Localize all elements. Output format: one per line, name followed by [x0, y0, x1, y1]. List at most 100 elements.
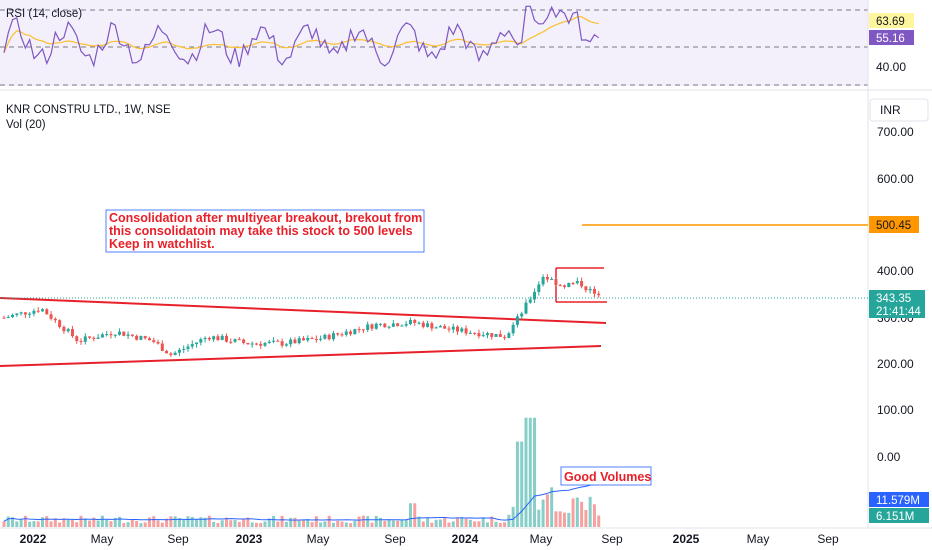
- volume-bar: [494, 521, 498, 527]
- candle-body: [23, 312, 27, 315]
- candle-body: [580, 281, 584, 287]
- volume-bar: [66, 519, 70, 527]
- annotation-line-3: Keep in watchlist.: [109, 237, 215, 251]
- candle-body: [280, 341, 284, 346]
- candle-body: [447, 328, 451, 330]
- volume-bar: [562, 512, 566, 527]
- volume-bar: [575, 497, 579, 527]
- candle-body: [126, 334, 130, 336]
- price-tick-label: 700.00: [877, 125, 914, 139]
- candle-body: [53, 318, 57, 321]
- candle-body: [520, 313, 524, 317]
- vol-ma-badge-label: 11.579M: [876, 495, 920, 507]
- price-panel[interactable]: KNR CONSTRU LTD., 1W, NSE Vol (20) INR: [0, 98, 929, 527]
- candle-body: [297, 338, 301, 344]
- volume-bar: [2, 521, 6, 527]
- volume-ma-line: [3, 484, 599, 522]
- rsi-ma-badge: [869, 13, 914, 28]
- volume-bar: [374, 515, 378, 527]
- candle-body: [267, 341, 271, 344]
- volume-bar: [32, 521, 36, 527]
- candle-body: [135, 335, 139, 340]
- annotation-box[interactable]: Consolidation after multiyear breakout, …: [105, 209, 425, 253]
- volume-bar: [533, 417, 537, 527]
- candle-body: [370, 324, 374, 329]
- volume-bar: [165, 518, 169, 527]
- candle-body: [242, 339, 246, 343]
- volume-bar: [28, 521, 32, 527]
- volume-bar: [327, 515, 331, 527]
- candle-body: [28, 313, 32, 315]
- volume-bar: [387, 519, 391, 527]
- candle-body: [592, 288, 596, 294]
- candle-body: [408, 319, 412, 324]
- volume-bar: [524, 417, 528, 527]
- volume-bar: [438, 519, 442, 527]
- candle-body: [122, 331, 126, 336]
- candle-body: [434, 327, 438, 329]
- candle-body: [100, 334, 104, 338]
- candle-body: [147, 338, 151, 341]
- volume-bar: [331, 522, 335, 527]
- candle-body: [306, 338, 310, 341]
- candle-body: [276, 340, 280, 342]
- candle-body: [361, 329, 365, 331]
- currency-button-label: INR: [880, 103, 901, 117]
- time-axis[interactable]: 2022 May Sep 2023 May Sep 2024 May Sep 2025 May Sep: [20, 532, 839, 546]
- candle-body: [507, 333, 511, 338]
- candle-body: [186, 346, 190, 349]
- candle-body: [597, 293, 601, 296]
- lower-trendline[interactable]: [0, 345, 602, 367]
- candle-body: [340, 334, 344, 336]
- volume-bar: [92, 517, 96, 527]
- symbol-title: KNR CONSTRU LTD., 1W, NSE: [6, 104, 171, 116]
- volume-bar: [490, 516, 494, 527]
- candle-body: [92, 337, 96, 339]
- volume-bar: [229, 520, 233, 527]
- volume-bar: [6, 516, 10, 527]
- rsi-axis: 63.69 55.16 40.00: [869, 13, 914, 74]
- volume-bar: [451, 521, 455, 527]
- volume-bar: [366, 516, 370, 527]
- candle-body: [113, 334, 117, 336]
- volume-bar: [139, 523, 143, 527]
- candle-body: [541, 277, 545, 285]
- rsi-line: [3, 5, 600, 68]
- volume-bar: [383, 520, 387, 527]
- upper-trendline[interactable]: [0, 297, 607, 324]
- candle-body: [366, 324, 370, 330]
- volume-bar: [169, 516, 173, 527]
- time-tick-label: May: [747, 532, 770, 546]
- volume-note[interactable]: Good Volumes: [560, 466, 652, 486]
- candle-body: [391, 323, 395, 327]
- candle-body: [413, 319, 417, 323]
- volume-bar: [272, 516, 276, 527]
- candle-body: [229, 341, 233, 343]
- volume-bar: [79, 515, 83, 527]
- annotation-border: [105, 209, 425, 253]
- candle-body: [6, 317, 10, 319]
- candle-body: [588, 288, 592, 291]
- volume-bars: [2, 417, 601, 527]
- volume-bar: [340, 521, 344, 527]
- volume-bar: [447, 522, 451, 527]
- volume-bar: [259, 522, 263, 527]
- volume-bar: [293, 517, 297, 527]
- price-tick-label: 400.00: [877, 264, 914, 278]
- volume-bar: [430, 522, 434, 527]
- candle-body: [293, 339, 297, 344]
- volume-bar: [443, 517, 447, 527]
- candle-body: [259, 343, 263, 346]
- candle-body: [62, 326, 66, 332]
- volume-bar: [396, 520, 400, 527]
- candles: [2, 273, 601, 357]
- rsi-badge-label: 55.16: [876, 33, 905, 45]
- volume-bar: [289, 517, 293, 527]
- volume-bar: [126, 522, 130, 527]
- volume-bar: [220, 520, 224, 527]
- volume-bar: [507, 514, 511, 527]
- currency-button[interactable]: [869, 98, 929, 122]
- volume-note-label: Good Volumes: [564, 470, 651, 484]
